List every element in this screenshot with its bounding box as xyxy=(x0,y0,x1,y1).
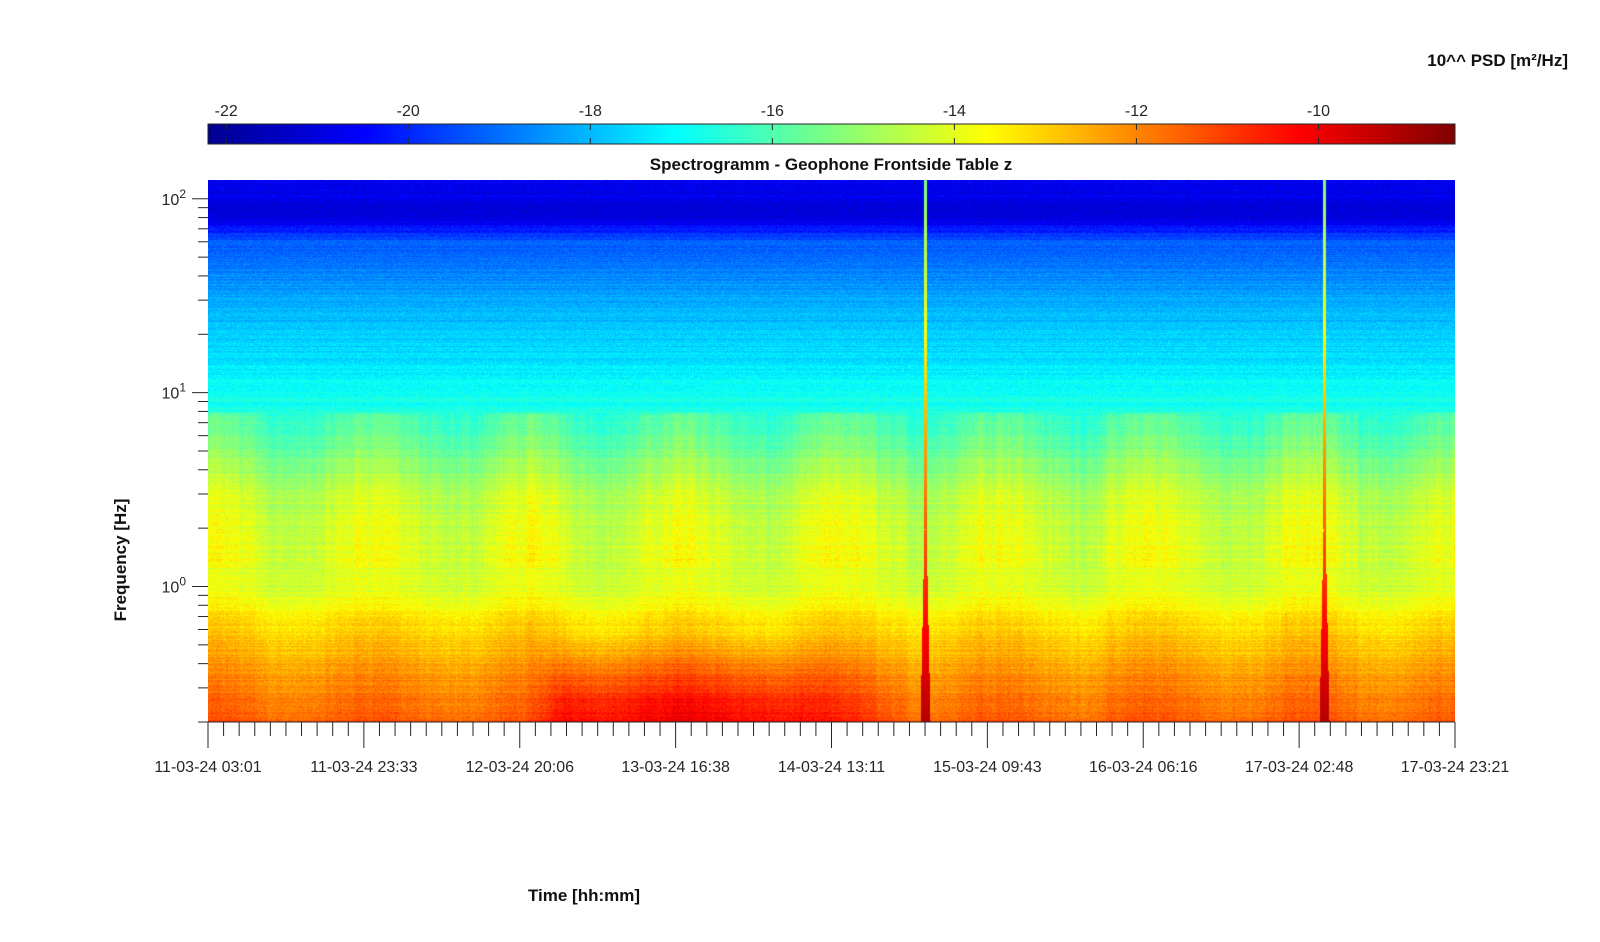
colorbar-tick-label: -10 xyxy=(1307,103,1330,120)
x-tick-label: 17-03-24 23:21 xyxy=(1401,759,1510,776)
x-tick-label: 14-03-24 13:11 xyxy=(778,759,885,776)
y-tick-label: 102 xyxy=(162,187,187,209)
colorbar-tick-label: -14 xyxy=(943,103,966,120)
colorbar-tick-label: -22 xyxy=(215,103,238,120)
colorbar-tick-label: -20 xyxy=(397,103,420,120)
x-tick-label: 11-03-24 23:33 xyxy=(310,759,417,776)
x-tick-label: 11-03-24 03:01 xyxy=(154,759,261,776)
colorbar xyxy=(207,123,1456,145)
x-tick-label: 15-03-24 09:43 xyxy=(933,759,1042,776)
colorbar-tick-label: -18 xyxy=(579,103,602,120)
colorbar-tick-label: -12 xyxy=(1125,103,1148,120)
y-tick-label: 101 xyxy=(162,381,187,403)
spectrogram-image xyxy=(208,180,1455,722)
y-axis-label: Frequency [Hz] xyxy=(111,499,130,622)
colorbar-label: 10^^ PSD [m²/Hz] xyxy=(1427,51,1568,70)
x-axis-label: Time [hh:mm] xyxy=(528,886,640,905)
colorbar-tick-label: -16 xyxy=(761,103,784,120)
x-tick-label: 16-03-24 06:16 xyxy=(1089,759,1198,776)
colorbar-ticks: -22 -20 -18 -16 -14 -12 -10 xyxy=(215,103,1330,144)
x-tick-label: 13-03-24 16:38 xyxy=(621,759,730,776)
x-tick-label: 17-03-24 02:48 xyxy=(1245,759,1354,776)
plot-area xyxy=(208,180,1455,722)
x-tick-label: 12-03-24 20:06 xyxy=(465,759,574,776)
chart-title: Spectrogramm - Geophone Frontside Table … xyxy=(650,155,1012,174)
y-tick-label: 100 xyxy=(162,575,187,597)
y-axis: 100 101 102 xyxy=(162,187,208,723)
x-axis: 11-03-24 03:01 11-03-24 23:33 12-03-24 20:… xyxy=(154,721,1510,776)
